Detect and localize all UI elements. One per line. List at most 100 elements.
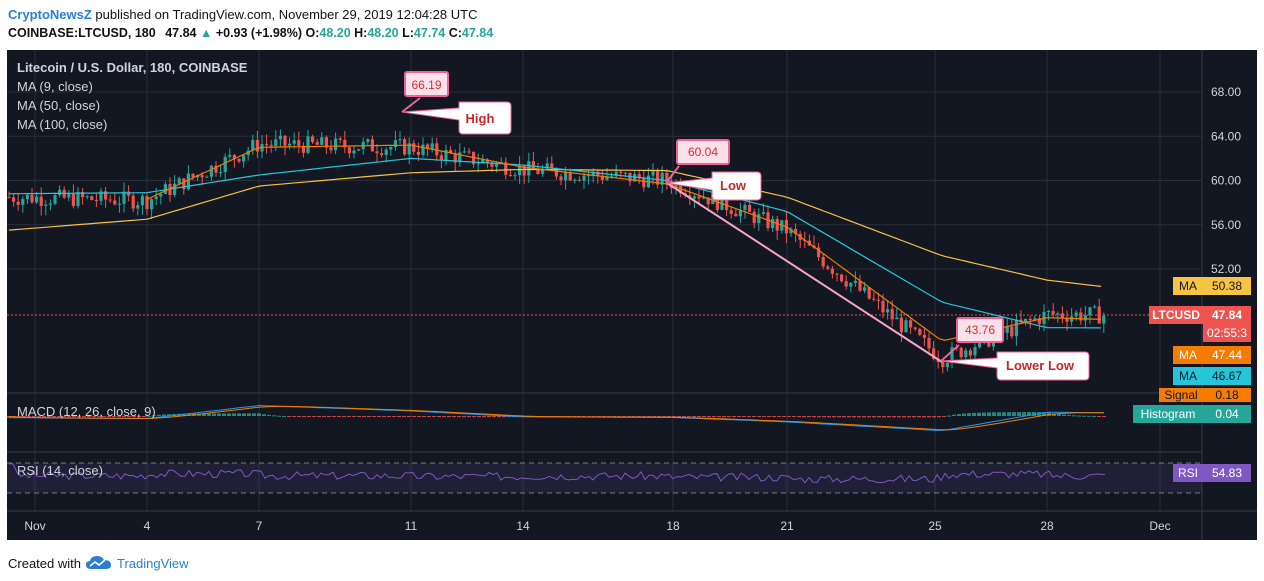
macd-histogram-bar (257, 413, 261, 416)
candle-body (444, 149, 448, 160)
candle-body (1047, 310, 1051, 312)
candle-body (582, 175, 586, 181)
candle-body (1079, 312, 1083, 321)
macd-histogram-bar (972, 412, 976, 416)
candle-body (568, 172, 572, 181)
candle-body (605, 176, 609, 180)
macd-histogram-bar (132, 416, 136, 417)
macd-signal-line (8, 405, 1104, 431)
macd-histogram-bar (422, 416, 426, 418)
candle-body (849, 282, 853, 287)
candle-body (458, 152, 462, 163)
time-tick-label: 18 (666, 519, 680, 533)
badge-histogram-label: Histogram (1141, 407, 1196, 421)
badge-rsi-label: RSI (1178, 466, 1198, 480)
candle-body (748, 204, 752, 212)
candle-body (872, 298, 876, 300)
annotation-lower-low[interactable]: 43.76 Lower Low (940, 317, 1090, 381)
candle-body (619, 171, 623, 173)
macd-histogram-bar (782, 416, 786, 417)
macd-histogram-bar (877, 416, 881, 418)
candle-body (375, 151, 379, 154)
high-pointer (401, 97, 421, 113)
macd-histogram-bar (702, 416, 706, 417)
macd-histogram-bar (472, 416, 476, 418)
candle-body (412, 143, 416, 152)
macd-histogram-bar (612, 416, 616, 417)
tradingview-link[interactable]: TradingView (116, 555, 189, 571)
candle-body (1028, 318, 1032, 321)
macd-histogram-bar (897, 416, 901, 418)
close-value: 47.84 (461, 26, 494, 40)
candle-body (163, 184, 167, 195)
macd-histogram-bar (342, 416, 346, 417)
chart-title: Litecoin / U.S. Dollar, 180, COINBASE (17, 60, 248, 75)
macd-histogram-bar (687, 416, 691, 417)
macd-histogram-bar (1027, 412, 1031, 416)
badge-ma100: MA 50.38 (1173, 277, 1251, 295)
candle-body (904, 320, 908, 333)
macd-histogram-bar (652, 416, 656, 417)
macd-histogram-bar (832, 416, 836, 418)
candle-body (656, 171, 660, 185)
macd-histogram-bar (367, 416, 371, 417)
candle-body (25, 194, 29, 200)
badge-ma50-value-bg (1203, 367, 1251, 385)
candle-body (481, 159, 485, 164)
macd-histogram-bar (412, 416, 416, 417)
macd-histogram-bar (222, 413, 226, 416)
macd-histogram-bar (407, 416, 411, 417)
macd-histogram-bar (952, 414, 956, 416)
candle-body (890, 309, 894, 320)
macd-histogram-bar (622, 416, 626, 417)
macd-histogram-bar (792, 416, 796, 418)
candle-body (439, 155, 443, 160)
price-chart[interactable]: Litecoin / U.S. Dollar, 180, COINBASE MA… (7, 50, 1257, 540)
ma50-line (8, 157, 1101, 329)
macd-histogram-bar (67, 416, 71, 417)
macd-histogram-bar (697, 416, 701, 417)
chart-panel[interactable]: Litecoin / U.S. Dollar, 180, COINBASE MA… (7, 50, 1257, 540)
candle-body (122, 191, 126, 204)
macd-histogram-bar (282, 415, 286, 417)
macd-histogram-bar (32, 416, 36, 417)
candle-body (173, 183, 177, 195)
macd-histogram-bar (302, 416, 306, 417)
annotation-high[interactable]: 66.19 High (401, 71, 512, 135)
author-link[interactable]: CryptoNewsZ (8, 7, 92, 22)
macd-histogram-bar (267, 414, 271, 416)
macd-histogram-bar (457, 416, 461, 418)
candle-body (453, 153, 457, 163)
candle-body (642, 178, 646, 188)
candle-body (306, 136, 310, 153)
candle-body (679, 182, 683, 194)
candle-body (513, 175, 517, 177)
macd-histogram-bar (892, 416, 896, 418)
price-axis[interactable]: 68.00 64.00 60.00 56.00 52.00 (1211, 85, 1241, 276)
low-price-box (676, 139, 730, 165)
time-axis[interactable]: Nov 4 7 11 14 18 21 25 28 Dec (24, 519, 1170, 533)
macd-histogram-bar (732, 416, 736, 417)
lower-low-price-box (956, 317, 1004, 343)
candle-body (881, 300, 885, 313)
candle-body (159, 194, 163, 197)
badge-histogram-value-bg (1203, 405, 1251, 423)
badge-ma9-label: MA (1179, 348, 1197, 362)
macd-histogram-bar (197, 413, 201, 416)
annotation-low[interactable]: 60.04 Low (665, 139, 762, 201)
candle-body (85, 196, 89, 198)
candle-body (384, 149, 388, 156)
macd-histogram-bar (332, 416, 336, 417)
candle-body (729, 210, 733, 214)
candle-body (1097, 306, 1101, 324)
macd-histogram-bar (942, 416, 946, 417)
candle-body (1065, 318, 1069, 322)
candle-body (48, 203, 52, 205)
time-tick-label: 21 (780, 519, 794, 533)
candle-body (380, 153, 384, 156)
candle-body (16, 201, 20, 205)
macd-histogram-bar (327, 416, 331, 417)
macd-histogram-bar (772, 416, 776, 417)
candle-body (918, 329, 922, 335)
macd-histogram-bar (787, 416, 791, 417)
